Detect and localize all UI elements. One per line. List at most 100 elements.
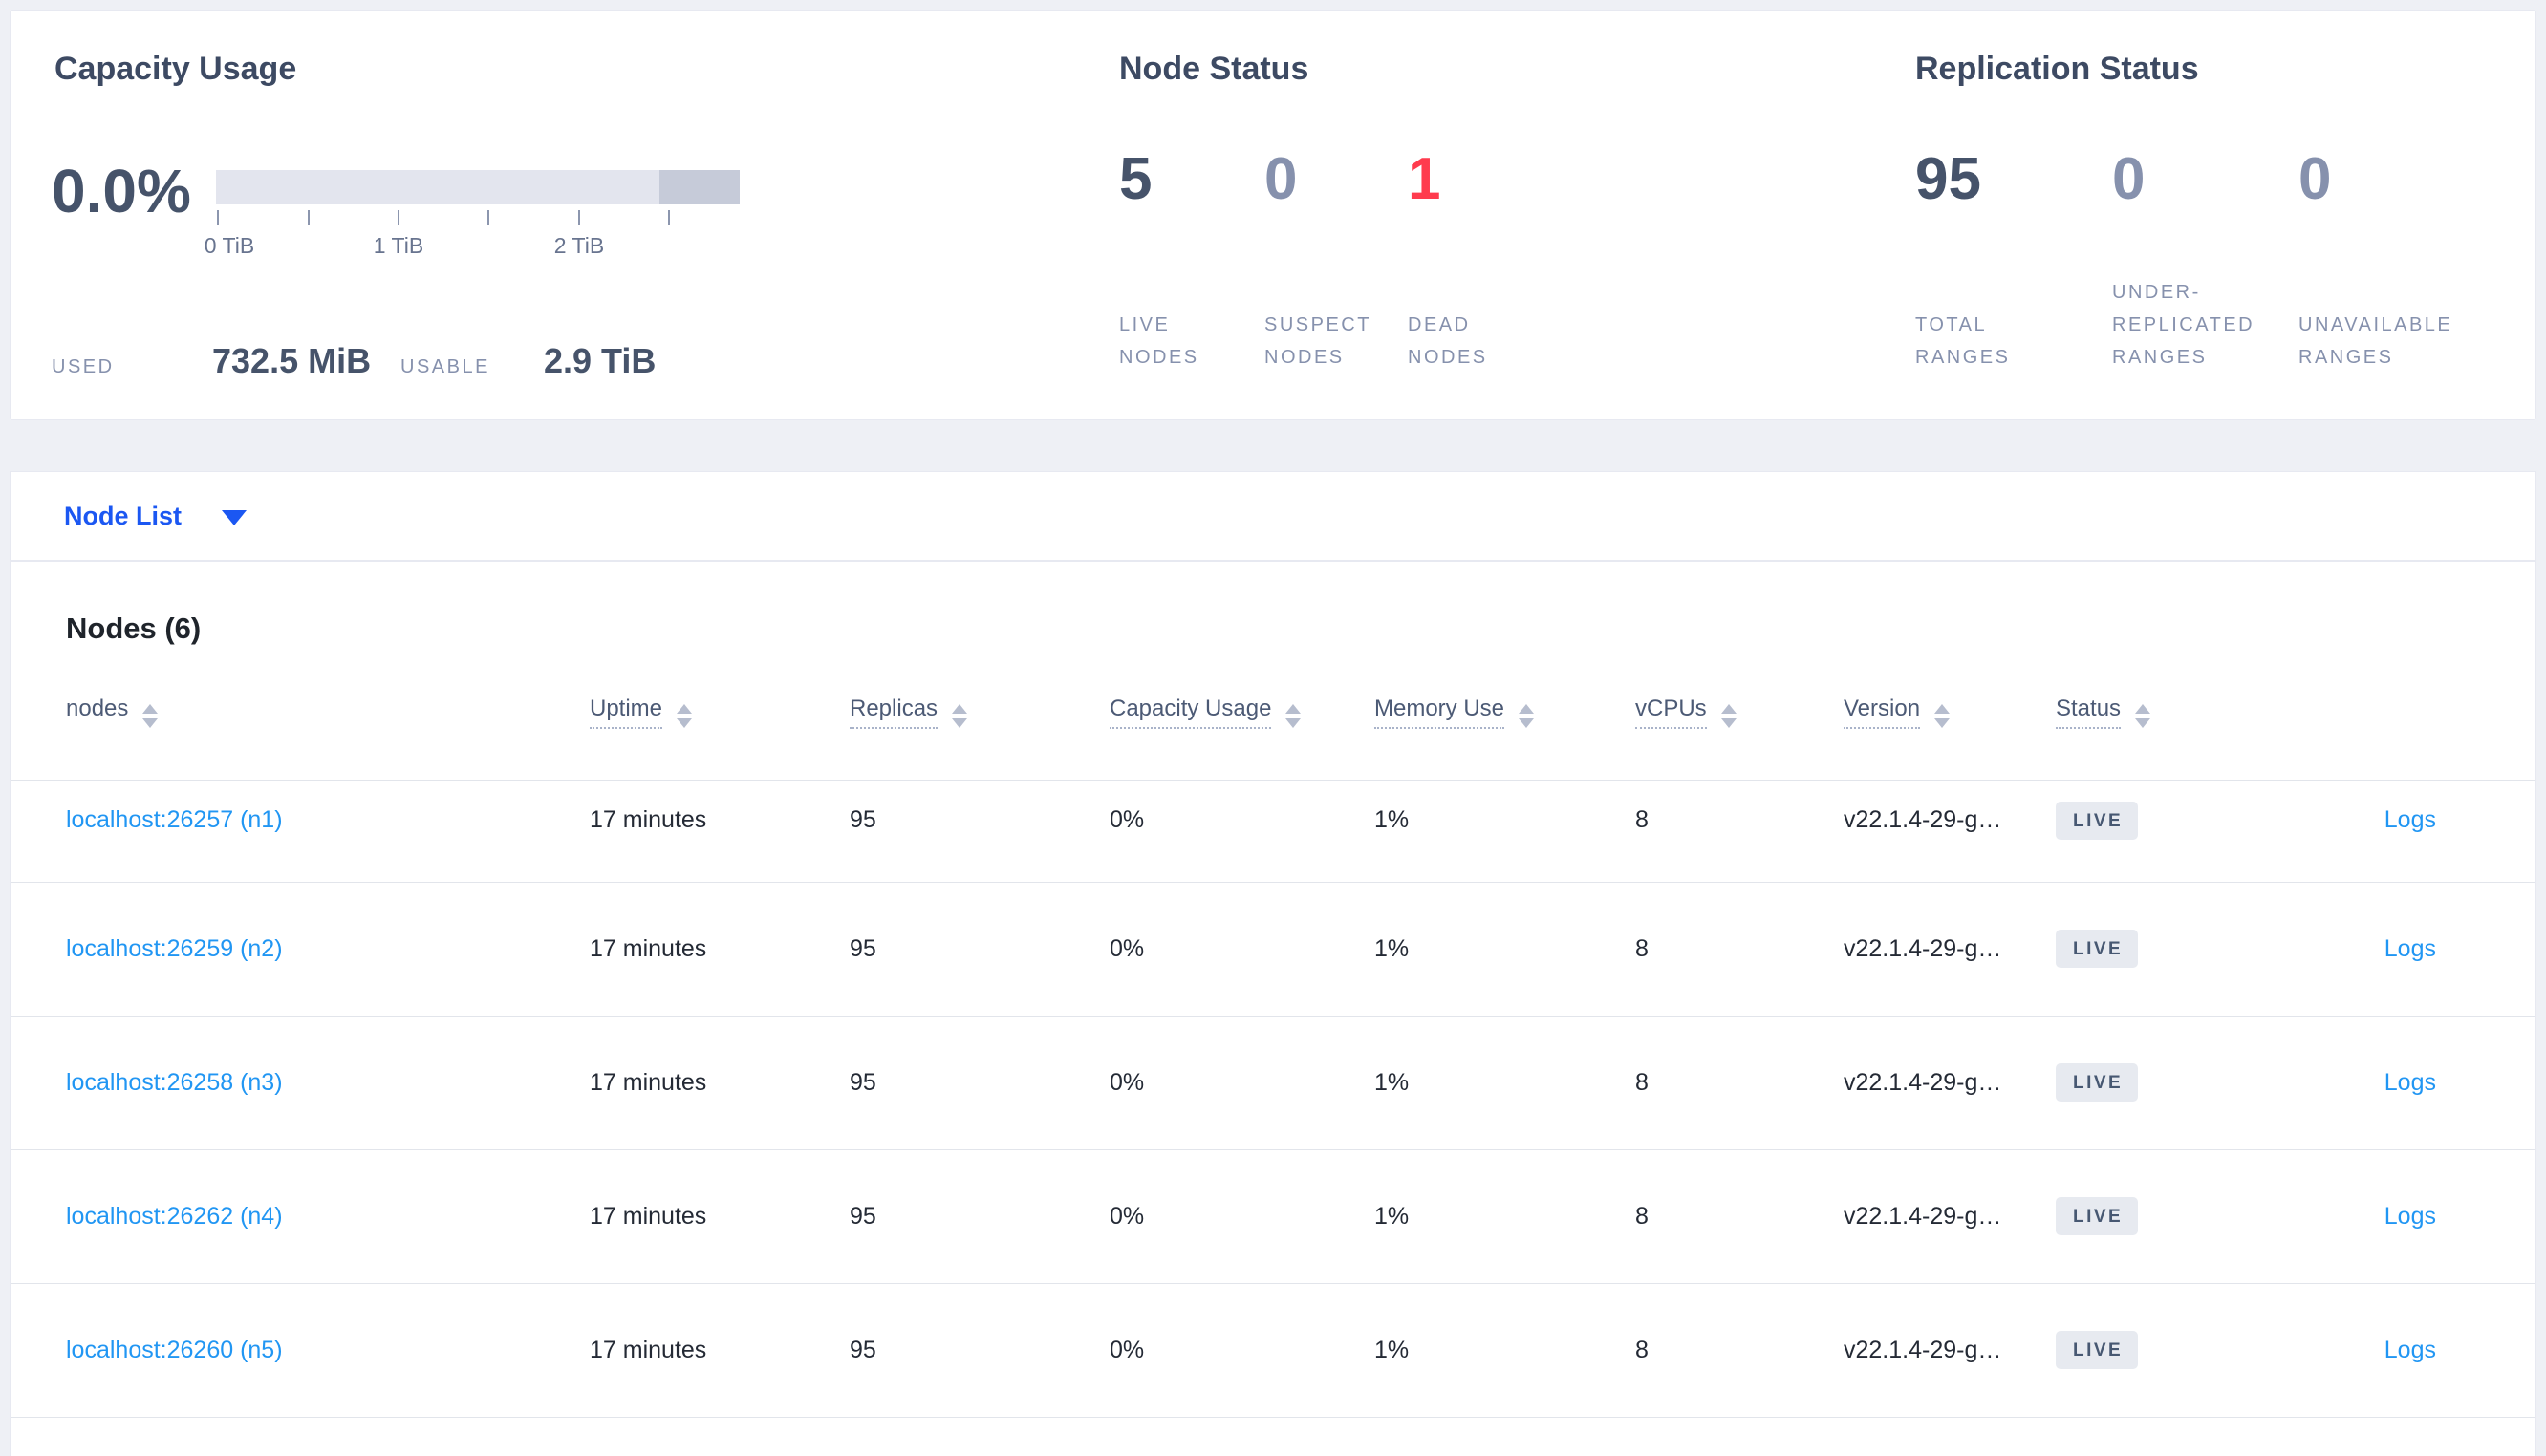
- capacity-bar: 0 TiB 1 TiB 2 TiB: [205, 170, 740, 258]
- memory-cell: 1%: [1374, 1283, 1635, 1418]
- sort-icon: [2135, 703, 2151, 728]
- total-ranges-count: 95: [1915, 146, 1981, 212]
- used-value: 732.5 MiB: [212, 341, 372, 380]
- table-header-row: nodes Uptime Replicas Capacity Usage Mem…: [11, 665, 2535, 781]
- memory-cell: 1%: [1374, 882, 1635, 1017]
- replicas-cell: 95: [850, 1016, 1110, 1150]
- memory-cell: 1%: [1374, 780, 1635, 883]
- node-link[interactable]: localhost:26258 (n3): [66, 1068, 283, 1096]
- vcpus-cell: 8: [1635, 1016, 1844, 1150]
- live-nodes-count: 5: [1119, 146, 1153, 212]
- replication-labels: TOTAL RANGES UNDER- REPLICATED RANGES UN…: [1915, 276, 2452, 374]
- sort-icon: [952, 703, 968, 728]
- axis-tick: [217, 210, 219, 225]
- axis-tick: [578, 210, 580, 225]
- unavailable-ranges-count: 0: [2298, 146, 2332, 212]
- capacity-cell: 0%: [1110, 1149, 1374, 1284]
- status-badge: LIVE: [2056, 801, 2139, 840]
- node-link[interactable]: localhost:26260 (n5): [66, 1336, 283, 1363]
- node-status-values: 5 0 1: [1119, 150, 1440, 209]
- uptime-cell: 17 minutes: [590, 882, 850, 1017]
- used-label: USED: [52, 356, 115, 377]
- column-header-version[interactable]: Version: [1844, 665, 2056, 781]
- table-row: localhost:26259 (n2) 17 minutes 95 0% 1%…: [11, 882, 2535, 1017]
- view-selector-bar: Node List: [10, 471, 2536, 561]
- column-header-logs: [2260, 665, 2535, 781]
- uptime-cell: 17 minutes: [590, 1016, 850, 1150]
- capacity-cell: 0%: [1110, 1016, 1374, 1150]
- version-cell: v22.1.4-29-g…: [1844, 1283, 2056, 1418]
- capacity-cell: 0%: [1110, 780, 1374, 883]
- capacity-meta: USED 732.5 MiB USABLE 2.9 TiB: [52, 341, 656, 381]
- logs-link[interactable]: Logs: [2384, 806, 2436, 833]
- replicas-cell: 95: [850, 780, 1110, 883]
- status-cell: LIVE: [2056, 1016, 2260, 1150]
- node-link[interactable]: localhost:26262 (n4): [66, 1202, 283, 1230]
- chevron-down-icon: [222, 510, 248, 525]
- memory-cell: 1%: [1374, 1016, 1635, 1150]
- status-badge: LIVE: [2056, 930, 2139, 968]
- sort-icon: [677, 703, 693, 728]
- dead-nodes-count: 1: [1408, 146, 1441, 212]
- sort-icon: [1934, 703, 1951, 728]
- sort-icon: [1720, 703, 1737, 728]
- node-link[interactable]: localhost:26257 (n1): [66, 806, 283, 833]
- sort-icon: [1519, 703, 1535, 728]
- node-list-dropdown[interactable]: Node List: [64, 501, 248, 531]
- node-link[interactable]: localhost:26259 (n2): [66, 934, 283, 962]
- capacity-axis: 0 TiB 1 TiB 2 TiB: [205, 204, 740, 258]
- sort-icon: [142, 703, 159, 728]
- version-cell: v22.1.4-29-g…: [1844, 780, 2056, 883]
- capacity-usage-title: Capacity Usage: [54, 51, 297, 87]
- column-header-vcpus[interactable]: vCPUs: [1635, 665, 1844, 781]
- column-header-status[interactable]: Status: [2056, 665, 2260, 781]
- table-row: localhost:26262 (n4) 17 minutes 95 0% 1%…: [11, 1149, 2535, 1284]
- capacity-cell: 0%: [1110, 882, 1374, 1017]
- capacity-percent: 0.0%: [52, 157, 191, 225]
- live-nodes-label: LIVE NODES: [1119, 314, 1199, 368]
- replication-status-title: Replication Status: [1915, 51, 2199, 87]
- logs-link[interactable]: Logs: [2384, 1202, 2436, 1230]
- nodes-panel: Nodes (6) nodes Uptime Replicas Capacity…: [10, 561, 2536, 1456]
- suspect-nodes-label: SUSPECT NODES: [1264, 314, 1371, 368]
- column-header-replicas[interactable]: Replicas: [850, 665, 1110, 781]
- column-header-nodes[interactable]: nodes: [11, 665, 590, 781]
- total-ranges-label: TOTAL RANGES: [1915, 314, 2011, 368]
- capacity-bar-dark-segment: [659, 170, 740, 204]
- status-cell: LIVE: [2056, 1283, 2260, 1418]
- memory-cell: 1%: [1374, 1149, 1635, 1284]
- usable-label: USABLE: [400, 356, 490, 377]
- table-row: localhost:26257 (n1) 17 minutes 95 0% 1%…: [11, 780, 2535, 883]
- node-list-dropdown-label: Node List: [64, 501, 183, 530]
- node-status-labels: LIVE NODES SUSPECT NODES DEAD NODES: [1119, 309, 1488, 374]
- logs-link[interactable]: Logs: [2384, 1336, 2436, 1363]
- status-badge: LIVE: [2056, 1331, 2139, 1369]
- column-header-memory-use[interactable]: Memory Use: [1374, 665, 1635, 781]
- vcpus-cell: 8: [1635, 1149, 1844, 1284]
- status-cell: LIVE: [2056, 780, 2260, 883]
- capacity-cell: 0%: [1110, 1283, 1374, 1418]
- uptime-cell: 17 minutes: [590, 1149, 850, 1284]
- nodes-table: nodes Uptime Replicas Capacity Usage Mem…: [11, 665, 2535, 1418]
- version-cell: v22.1.4-29-g…: [1844, 1149, 2056, 1284]
- usable-value: 2.9 TiB: [544, 341, 657, 380]
- uptime-cell: 17 minutes: [590, 780, 850, 883]
- table-row: localhost:26258 (n3) 17 minutes 95 0% 1%…: [11, 1016, 2535, 1150]
- column-header-capacity-usage[interactable]: Capacity Usage: [1110, 665, 1374, 781]
- unavailable-ranges-label: UNAVAILABLE RANGES: [2298, 314, 2453, 368]
- dead-nodes-label: DEAD NODES: [1408, 314, 1488, 368]
- axis-tick-label: 1 TiB: [373, 233, 424, 258]
- status-badge: LIVE: [2056, 1197, 2139, 1235]
- table-row: localhost:26260 (n5) 17 minutes 95 0% 1%…: [11, 1283, 2535, 1418]
- cluster-overview-card: Capacity Usage 0.0% 0 TiB 1 TiB 2 TiB US…: [10, 10, 2536, 420]
- axis-tick: [487, 210, 489, 225]
- replicas-cell: 95: [850, 1149, 1110, 1284]
- status-cell: LIVE: [2056, 882, 2260, 1017]
- version-cell: v22.1.4-29-g…: [1844, 1016, 2056, 1150]
- logs-link[interactable]: Logs: [2384, 1068, 2436, 1096]
- logs-link[interactable]: Logs: [2384, 934, 2436, 962]
- vcpus-cell: 8: [1635, 780, 1844, 883]
- node-status-title: Node Status: [1119, 51, 1309, 87]
- suspect-nodes-count: 0: [1264, 146, 1298, 212]
- column-header-uptime[interactable]: Uptime: [590, 665, 850, 781]
